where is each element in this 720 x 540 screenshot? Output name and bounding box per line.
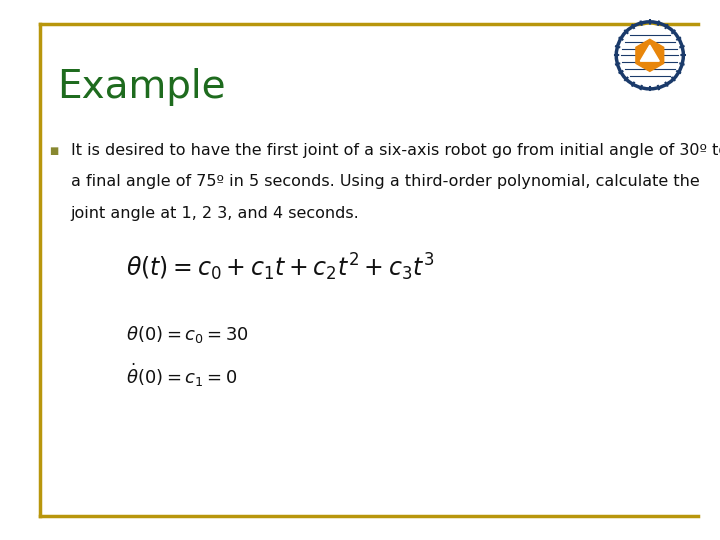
- Text: $\dot{\theta}(0) = c_1 = 0$: $\dot{\theta}(0) = c_1 = 0$: [126, 362, 237, 389]
- Polygon shape: [636, 39, 664, 71]
- Polygon shape: [640, 45, 660, 61]
- Circle shape: [620, 25, 680, 85]
- Text: $\theta(0) = c_0 = 30$: $\theta(0) = c_0 = 30$: [126, 325, 248, 345]
- Text: joint angle at 1, 2 3, and 4 seconds.: joint angle at 1, 2 3, and 4 seconds.: [71, 206, 359, 221]
- Text: It is desired to have the first joint of a six-axis robot go from initial angle : It is desired to have the first joint of…: [71, 143, 720, 158]
- Text: a final angle of 75º in 5 seconds. Using a third-order polynomial, calculate the: a final angle of 75º in 5 seconds. Using…: [71, 174, 699, 190]
- Text: Example: Example: [58, 68, 226, 105]
- Text: ■: ■: [49, 146, 58, 156]
- Text: $\theta(t) = c_0 + c_1 t + c_2 t^2 + c_3 t^3$: $\theta(t) = c_0 + c_1 t + c_2 t^2 + c_3…: [126, 252, 435, 283]
